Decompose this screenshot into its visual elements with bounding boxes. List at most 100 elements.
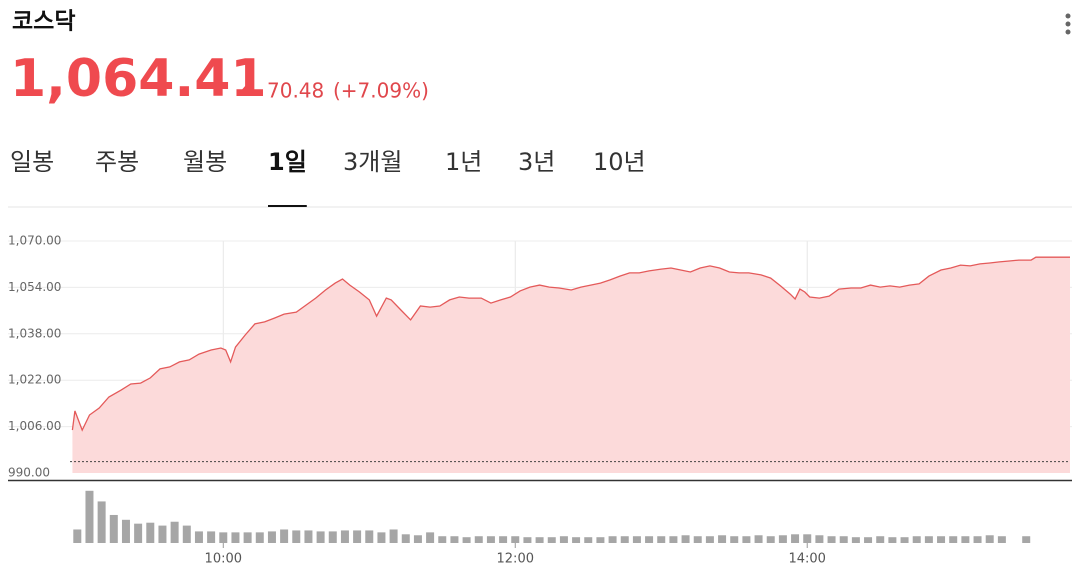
volume-bar xyxy=(146,522,155,543)
x-tick-label: 10:00 xyxy=(205,552,242,567)
dot xyxy=(1065,21,1071,27)
volume-bar xyxy=(693,536,702,543)
x-tick-label: 14:00 xyxy=(788,552,825,567)
volume-bar xyxy=(888,537,897,543)
volume-bar xyxy=(620,536,629,543)
volume-bar xyxy=(353,530,362,543)
tab[interactable]: 일봉 xyxy=(10,148,54,176)
volume-bar xyxy=(182,525,191,543)
change: 70.48 xyxy=(267,79,324,103)
volume-bar xyxy=(1022,536,1031,543)
y-tick-label: 1,006.00 xyxy=(8,419,61,433)
up-arrow xyxy=(239,85,253,93)
volume-bar xyxy=(255,532,264,543)
volume-bar xyxy=(584,537,593,543)
volume-bar xyxy=(912,536,921,543)
volume-bar xyxy=(328,531,337,543)
volume-bar xyxy=(486,536,495,543)
volume-bar xyxy=(267,531,276,543)
volume-bar xyxy=(413,535,422,543)
volume-bar xyxy=(243,532,252,543)
volume-bar xyxy=(158,525,167,543)
volume-bar xyxy=(766,536,775,543)
price-line xyxy=(71,256,1070,432)
volume-bar xyxy=(231,532,240,543)
y-tick-label: 990.00 xyxy=(8,466,50,480)
volume-bar xyxy=(426,532,435,543)
volume-bar xyxy=(596,537,605,543)
volume-bar xyxy=(949,536,958,543)
volume-bar xyxy=(791,534,800,543)
tab[interactable]: 1일 xyxy=(268,148,307,176)
volume-bar xyxy=(961,536,970,543)
volume-bar xyxy=(705,536,714,543)
volume-bar xyxy=(450,536,459,543)
volume-bar xyxy=(73,529,82,543)
volume-bar xyxy=(462,537,471,543)
volume-bar xyxy=(207,531,216,543)
volume-bar xyxy=(718,535,727,543)
volume-bar xyxy=(572,537,581,543)
volume-bar xyxy=(839,536,848,543)
volume-bar xyxy=(511,536,520,543)
volume-bar xyxy=(827,536,836,543)
tab[interactable]: 주봉 xyxy=(95,148,139,176)
volume-bar xyxy=(815,535,824,543)
volume-bar xyxy=(924,536,933,543)
volume-bar xyxy=(85,490,94,543)
volume-bar xyxy=(304,530,313,543)
volume-bar xyxy=(292,530,301,543)
tab[interactable]: 3개월 xyxy=(343,148,402,176)
volume-bar xyxy=(97,501,106,543)
volume-bar xyxy=(547,537,556,543)
volume-bar xyxy=(851,537,860,543)
volume-bar xyxy=(340,530,349,543)
volume-bar xyxy=(730,536,739,543)
volume-bar xyxy=(681,535,690,543)
volume-bar xyxy=(499,536,508,543)
volume-bar xyxy=(742,536,751,543)
volume-bar xyxy=(645,536,654,543)
dot xyxy=(1065,29,1071,35)
volume-bar xyxy=(109,514,118,543)
volume-bar xyxy=(389,529,398,543)
tab[interactable]: 3년 xyxy=(518,148,555,176)
area-fill xyxy=(72,257,1070,473)
volume-bar xyxy=(864,537,873,543)
volume-bar xyxy=(121,519,130,543)
x-tick-label: 12:00 xyxy=(497,552,534,567)
menu-button[interactable] xyxy=(1065,13,1071,35)
volume-bar xyxy=(754,535,763,543)
volume-bar xyxy=(401,534,410,543)
volume-bar xyxy=(608,536,617,543)
volume-bar xyxy=(219,532,228,543)
change-percent: (+7.09%) xyxy=(333,79,429,103)
volume-bar xyxy=(474,536,483,543)
y-tick-label: 1,070.00 xyxy=(8,234,61,248)
tab[interactable]: 10년 xyxy=(593,148,646,176)
volume-bar xyxy=(973,536,982,543)
volume-bar xyxy=(985,535,994,543)
volume-bar xyxy=(657,536,666,543)
volume-bar xyxy=(559,536,568,543)
volume-bar xyxy=(134,523,143,543)
volume-bar xyxy=(365,530,374,543)
volume-bar xyxy=(377,532,386,543)
volume-bar xyxy=(778,535,787,543)
volume-bar xyxy=(937,536,946,543)
y-tick-label: 1,022.00 xyxy=(8,373,61,387)
volume-bar xyxy=(900,537,909,543)
volume-bar xyxy=(632,536,641,543)
volume-bar xyxy=(316,531,325,543)
y-tick-label: 1,054.00 xyxy=(8,280,61,294)
volume-bar xyxy=(997,536,1006,543)
volume-bar xyxy=(194,531,203,543)
volume-bar xyxy=(803,534,812,543)
title: 코스닥 xyxy=(12,9,75,35)
volume-bar xyxy=(535,537,544,543)
tab[interactable]: 1년 xyxy=(445,148,482,176)
y-tick-label: 1,038.00 xyxy=(8,326,61,340)
tab[interactable]: 월봉 xyxy=(183,148,227,176)
